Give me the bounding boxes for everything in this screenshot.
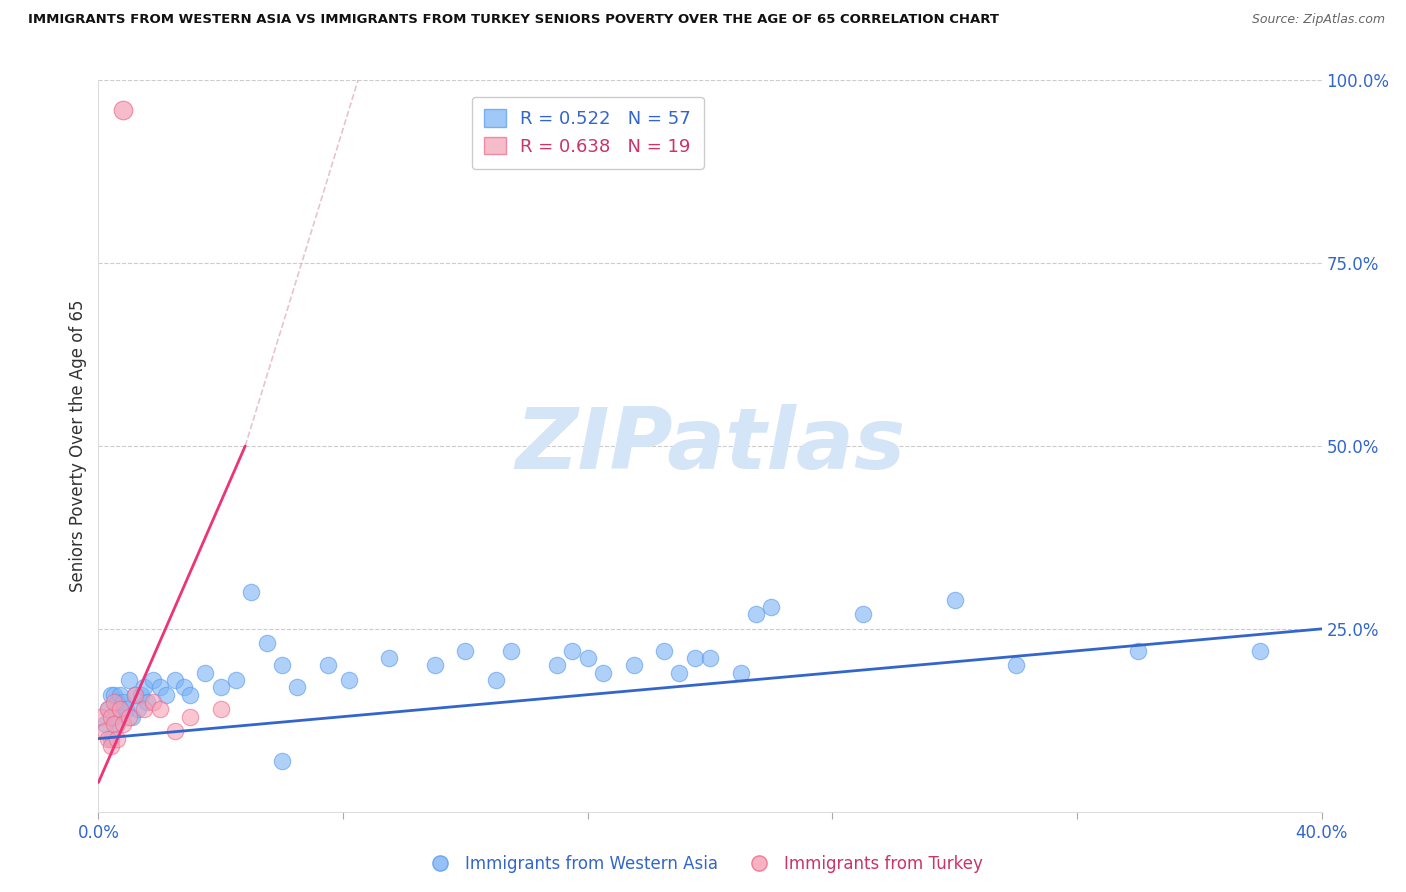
- Point: [111, 103, 134, 117]
- Point: [285, 681, 308, 695]
- Point: [561, 644, 583, 658]
- Point: [179, 709, 201, 723]
- Point: [378, 651, 401, 665]
- Point: [103, 717, 125, 731]
- Point: [209, 702, 232, 716]
- Text: Source: ZipAtlas.com: Source: ZipAtlas.com: [1251, 13, 1385, 27]
- Point: [118, 709, 141, 723]
- Point: [108, 702, 131, 716]
- Point: [668, 665, 690, 680]
- Point: [134, 702, 156, 716]
- Point: [256, 636, 278, 650]
- Point: [270, 754, 292, 768]
- Point: [1249, 644, 1271, 658]
- Point: [485, 673, 508, 687]
- Point: [100, 739, 122, 753]
- Point: [454, 644, 477, 658]
- Point: [423, 658, 446, 673]
- Point: [111, 717, 134, 731]
- Point: [337, 673, 360, 687]
- Point: [623, 658, 645, 673]
- Text: ZIPatlas: ZIPatlas: [515, 404, 905, 488]
- Point: [97, 731, 120, 746]
- Point: [576, 651, 599, 665]
- Point: [163, 673, 186, 687]
- Point: [129, 688, 152, 702]
- Point: [100, 709, 122, 723]
- Point: [149, 702, 172, 716]
- Point: [546, 658, 568, 673]
- Point: [118, 673, 141, 687]
- Point: [93, 724, 115, 739]
- Point: [93, 717, 115, 731]
- Point: [121, 709, 143, 723]
- Point: [1004, 658, 1026, 673]
- Point: [134, 681, 156, 695]
- Point: [103, 695, 125, 709]
- Point: [97, 702, 120, 716]
- Point: [852, 607, 875, 622]
- Point: [100, 688, 122, 702]
- Point: [142, 673, 165, 687]
- Point: [501, 644, 523, 658]
- Point: [90, 709, 112, 723]
- Point: [209, 681, 232, 695]
- Point: [163, 724, 186, 739]
- Point: [316, 658, 339, 673]
- Text: IMMIGRANTS FROM WESTERN ASIA VS IMMIGRANTS FROM TURKEY SENIORS POVERTY OVER THE : IMMIGRANTS FROM WESTERN ASIA VS IMMIGRAN…: [28, 13, 1000, 27]
- Point: [105, 731, 128, 746]
- Point: [136, 695, 159, 709]
- Point: [173, 681, 195, 695]
- Point: [111, 695, 134, 709]
- Point: [699, 651, 721, 665]
- Point: [115, 702, 138, 716]
- Point: [225, 673, 247, 687]
- Point: [155, 688, 177, 702]
- Point: [100, 731, 122, 746]
- Legend: Immigrants from Western Asia, Immigrants from Turkey: Immigrants from Western Asia, Immigrants…: [416, 848, 990, 880]
- Point: [97, 702, 120, 716]
- Point: [105, 695, 128, 709]
- Point: [124, 688, 146, 702]
- Point: [683, 651, 706, 665]
- Point: [179, 688, 201, 702]
- Point: [759, 599, 782, 614]
- Legend: R = 0.522   N = 57, R = 0.638   N = 19: R = 0.522 N = 57, R = 0.638 N = 19: [471, 96, 704, 169]
- Point: [149, 681, 172, 695]
- Point: [108, 688, 131, 702]
- Point: [730, 665, 752, 680]
- Point: [240, 585, 263, 599]
- Point: [105, 717, 128, 731]
- Point: [1128, 644, 1150, 658]
- Point: [103, 709, 125, 723]
- Point: [745, 607, 768, 622]
- Point: [943, 592, 966, 607]
- Point: [270, 658, 292, 673]
- Point: [592, 665, 614, 680]
- Y-axis label: Seniors Poverty Over the Age of 65: Seniors Poverty Over the Age of 65: [69, 300, 87, 592]
- Point: [103, 688, 125, 702]
- Point: [194, 665, 217, 680]
- Point: [142, 695, 165, 709]
- Point: [652, 644, 675, 658]
- Point: [124, 688, 146, 702]
- Point: [127, 702, 149, 716]
- Point: [108, 702, 131, 716]
